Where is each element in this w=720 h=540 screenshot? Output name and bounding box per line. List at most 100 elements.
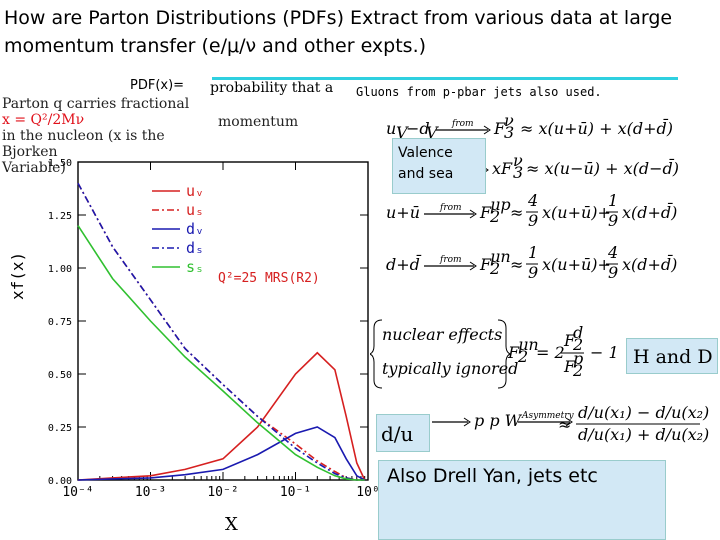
chart-lines [77, 182, 366, 481]
chart-frame [77, 161, 369, 481]
svg-text:u+ū: u+ū [386, 203, 420, 222]
svg-text:2: 2 [572, 335, 583, 354]
svg-text:V: V [426, 123, 439, 142]
svg-text:1: 1 [528, 243, 538, 262]
svg-text:3: 3 [513, 163, 523, 182]
svg-text:u: u [386, 119, 396, 138]
svg-text:9: 9 [528, 211, 538, 230]
pdf-definition: probability that a [210, 80, 380, 98]
slide-title: How are Parton Distributions (PDFs) Extr… [4, 7, 673, 57]
svg-text:2: 2 [572, 361, 583, 380]
series-line-sₛ [77, 225, 365, 481]
svg-text:≈: ≈ [510, 203, 523, 222]
y-tick-label: 0.00 [48, 476, 72, 487]
parton-line-1: Parton q carries fractional [2, 96, 190, 112]
svg-text:9: 9 [608, 263, 618, 282]
svg-text:F: F [479, 203, 492, 222]
x-axis-label: X [225, 514, 238, 535]
svg-text:≈: ≈ [510, 255, 523, 274]
valence-sea-callout: Valence and sea [392, 138, 486, 194]
svg-text:typically ignored: typically ignored [382, 359, 518, 378]
svg-text:2: 2 [489, 259, 500, 278]
pdf-label: PDF(x)= [130, 78, 185, 93]
svg-text:F: F [563, 357, 576, 376]
momentum-word: momentum [218, 114, 299, 130]
x-tick-label: 10⁻² [207, 485, 238, 500]
x-tick-label: 10⁻⁴ [62, 485, 93, 500]
pdf-chart: 0.00 0.25 0.50 0.75 1.00 1.25 1.50 10⁻⁴ 10⁻³ 10⁻²… [48, 158, 380, 535]
gluons-note: Gluons from p-pbar jets also used. [356, 85, 602, 99]
svg-text:μp: μp [490, 195, 511, 214]
legend-label: dₛ [186, 239, 204, 257]
series-line-dᵥ [77, 426, 366, 481]
svg-text:d: d [573, 323, 583, 342]
svg-text:2: 2 [517, 347, 528, 366]
svg-text:F: F [479, 255, 492, 274]
svg-text:nuclear effects: nuclear effects [382, 325, 502, 344]
svg-text:xF: xF [492, 159, 513, 178]
svg-text:x(d+d̄): x(d+d̄) [622, 201, 677, 222]
svg-text:μn: μn [518, 335, 539, 354]
x-tick-label: 10⁰ [356, 485, 379, 500]
parton-line-4: Variable) [2, 160, 66, 176]
formula-asymmetry: p p W Asymmetry d/u(x₁) − d/u(x₂) d/u(x₁… [432, 403, 709, 444]
svg-text:≈: ≈ [558, 415, 571, 434]
svg-text:F: F [507, 343, 520, 362]
svg-text:p p W: p p W [474, 411, 523, 430]
legend-label: sₛ [186, 258, 204, 276]
svg-text:≈ x(u−ū) + x(d−d̄): ≈ x(u−ū) + x(d−d̄) [526, 157, 679, 178]
svg-text:μn: μn [490, 247, 511, 266]
x-tick-label: 10⁻³ [135, 485, 166, 500]
legend-label: uᵥ [186, 182, 204, 200]
y-tick-label: 1.25 [48, 211, 72, 222]
parton-description: Parton q carries fractional x = Q²/2Mν i… [2, 96, 212, 176]
svg-text:from: from [439, 203, 462, 213]
y-axis-label: xf(x) [8, 251, 27, 300]
svg-text:1: 1 [608, 191, 618, 210]
y-tick-label: 0.25 [48, 423, 72, 434]
plot-area [77, 161, 369, 481]
svg-text:4: 4 [527, 191, 538, 210]
parton-line-3: in the nucleon (x is the Bjorken [2, 128, 165, 160]
svg-text:4: 4 [607, 243, 618, 262]
parton-line-2: x = Q²/2Mν [2, 112, 85, 128]
series-line-uᵥ [77, 351, 366, 481]
svg-text:from: from [439, 255, 462, 265]
y-tick-label: 1.00 [48, 264, 72, 275]
svg-text:F: F [563, 331, 576, 350]
asymmetry-label: Asymmetry [521, 411, 575, 421]
chart-annotation: Q²=25 MRS(R2) [218, 271, 320, 286]
svg-text:≈ x(u+ū) + x(d+d̄): ≈ x(u+ū) + x(d+d̄) [520, 117, 673, 138]
formula-xF3: xF 3ν ≈ x(u−ū) + x(d−d̄) [436, 151, 679, 182]
legend-label: uₛ [186, 201, 204, 219]
from-label-1: from [451, 119, 474, 129]
svg-text:−d: −d [406, 119, 430, 138]
svg-text:9: 9 [608, 211, 618, 230]
series-line-dₛ [77, 182, 365, 481]
series-line-uₛ [77, 182, 365, 481]
svg-text:9: 9 [528, 263, 538, 282]
svg-text:ν: ν [513, 151, 523, 170]
svg-text:d+d̄: d+d̄ [386, 253, 422, 274]
svg-text:d/u(x₁) − d/u(x₂): d/u(x₁) − d/u(x₂) [578, 403, 709, 422]
svg-text:x(u+ū)+: x(u+ū)+ [542, 255, 611, 274]
title-divider [212, 77, 678, 80]
x-tick-label: 10⁻¹ [280, 485, 311, 500]
svg-text:F: F [493, 119, 506, 138]
svg-text:2: 2 [489, 207, 500, 226]
chart-ticks: 0.00 0.25 0.50 0.75 1.00 1.25 1.50 10⁻⁴ 10⁻³ 10⁻²… [48, 158, 380, 500]
svg-text:= 2: = 2 [536, 343, 565, 362]
svg-text:ν: ν [504, 111, 514, 130]
d-over-u-callout: d/u [376, 414, 430, 452]
y-tick-label: 1.50 [48, 158, 72, 169]
svg-text:V: V [396, 123, 409, 142]
svg-text:− 1: − 1 [590, 343, 619, 362]
svg-text:x(d+d̄): x(d+d̄) [622, 253, 677, 274]
h-and-d-callout: H and D [626, 338, 718, 374]
